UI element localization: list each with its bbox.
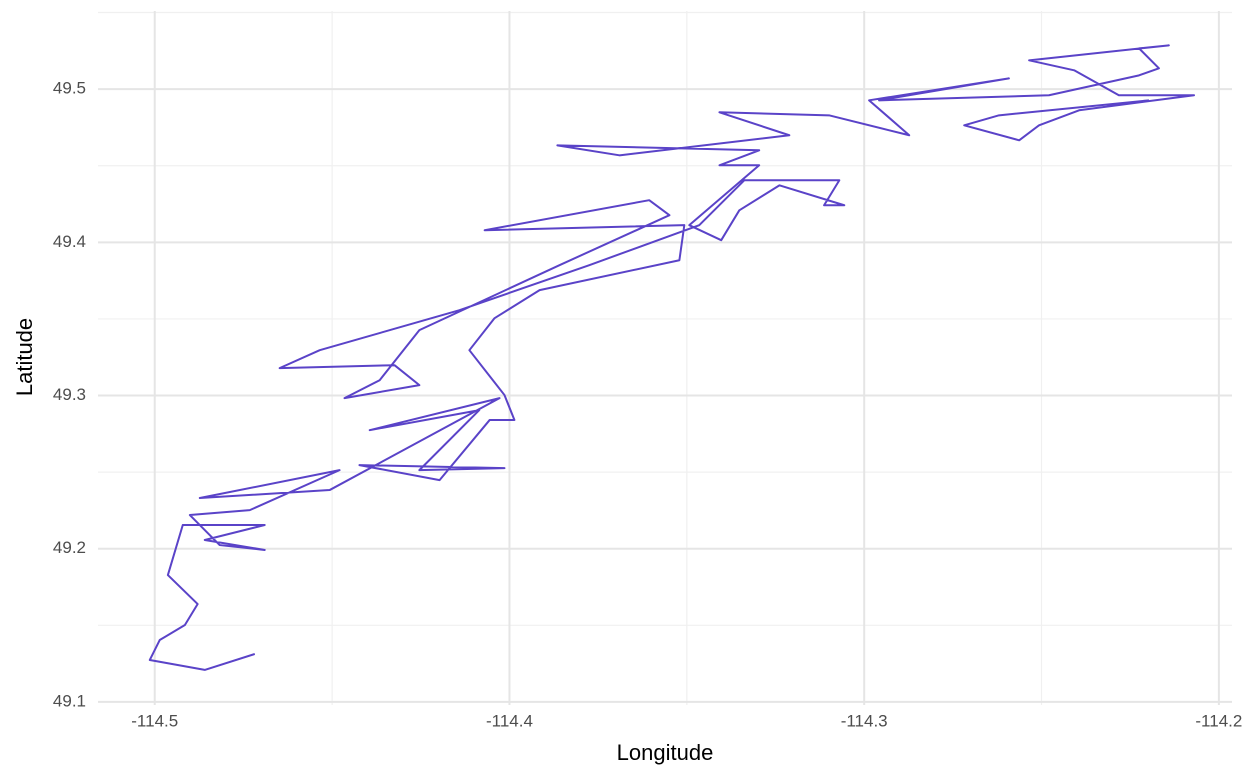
y-tick-label: 49.1 xyxy=(53,691,86,710)
x-tick-label: -114.5 xyxy=(131,711,178,730)
track-line xyxy=(148,44,1196,671)
y-tick-label: 49.3 xyxy=(53,385,86,404)
grid xyxy=(98,11,1232,705)
x-tick-label: -114.3 xyxy=(841,711,888,730)
y-tick-label: 49.4 xyxy=(53,232,86,251)
y-tick-label: 49.2 xyxy=(53,538,86,557)
x-tick-label: -114.4 xyxy=(486,711,533,730)
marks xyxy=(148,44,1196,671)
x-tick-label: -114.2 xyxy=(1195,711,1242,730)
y-axis-title: Latitude xyxy=(12,318,37,396)
x-axis-title: Longitude xyxy=(617,740,714,765)
y-tick-label: 49.5 xyxy=(53,79,86,98)
